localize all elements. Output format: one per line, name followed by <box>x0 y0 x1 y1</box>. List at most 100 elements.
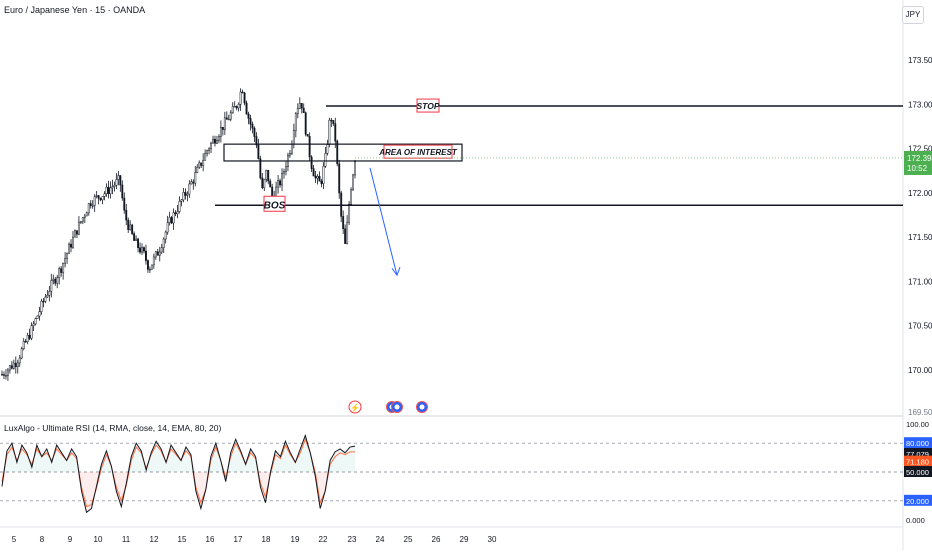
candle-body <box>145 250 147 261</box>
candle-body <box>174 212 177 215</box>
time-tick-label: 26 <box>432 535 441 544</box>
candle-body <box>48 291 51 296</box>
projection-arrow[interactable] <box>369 167 398 276</box>
candle-body <box>279 180 282 186</box>
time-tick-label: 5 <box>12 535 17 544</box>
candle-body <box>32 323 35 326</box>
candle-body <box>152 256 155 266</box>
candle-body <box>50 280 53 292</box>
candle-body <box>198 162 201 168</box>
time-tick-label: 12 <box>150 535 159 544</box>
candle-body <box>24 341 27 343</box>
candle-body <box>20 348 23 359</box>
candle-body <box>216 139 218 144</box>
rsi-value-badge-text: 20.000 <box>906 497 929 506</box>
candle-body <box>160 247 163 253</box>
candle-body <box>36 315 39 319</box>
candle-body <box>107 186 110 194</box>
candle-body <box>184 192 187 196</box>
candle-body <box>85 212 88 217</box>
candle-body <box>204 152 207 161</box>
rsi-value-badge-text: 77.079 <box>906 450 929 459</box>
candle-body <box>271 186 274 197</box>
last-price-countdown: 10:52 <box>907 164 928 173</box>
candle-body <box>306 133 309 137</box>
candle-body <box>158 251 161 256</box>
candle-body <box>81 217 84 222</box>
candle-body <box>312 168 315 177</box>
candle-body <box>64 258 67 264</box>
candle-body <box>344 228 347 244</box>
candle-body <box>172 212 175 224</box>
symbol-title: Euro / Japanese Yen · 15 · OANDA <box>4 5 146 15</box>
candle-body <box>77 221 80 235</box>
candle-body <box>42 300 45 303</box>
time-tick-label: 17 <box>234 535 243 544</box>
price-tick-label: 171.000 <box>908 277 932 286</box>
candle-body <box>93 196 96 206</box>
candle-body <box>326 144 329 154</box>
area-label: AREA OF INTEREST <box>378 148 458 157</box>
candle-body <box>302 107 305 113</box>
candle-body <box>66 253 69 259</box>
time-tick-label: 23 <box>348 535 357 544</box>
candle-body <box>316 176 319 179</box>
candle-body <box>178 201 181 212</box>
time-tick-label: 29 <box>460 535 469 544</box>
candle-body <box>249 118 252 125</box>
rsi-tick-label: 0.000 <box>906 516 925 525</box>
candle-body <box>18 357 21 364</box>
candle-body <box>314 175 317 179</box>
indicator-title: LuxAlgo - Ultimate RSI (14, RMA, close, … <box>4 423 222 433</box>
rsi-value-badge <box>904 466 932 477</box>
rsi-value-badge <box>904 448 932 460</box>
candle-body <box>243 92 246 104</box>
candle-body <box>298 103 301 109</box>
time-tick-label: 24 <box>376 535 385 544</box>
candle-body <box>6 369 9 376</box>
candle-body <box>38 311 41 317</box>
last-price-value: 172.394 <box>907 154 932 163</box>
candle-body <box>83 215 86 218</box>
candle-body <box>117 175 120 180</box>
candle-body <box>89 203 92 206</box>
candle-body <box>123 197 126 211</box>
candle-body <box>192 181 195 184</box>
rsi-value-badge-text: 80.000 <box>906 439 929 448</box>
candle-body <box>162 238 165 248</box>
price-tick-label: 170.500 <box>908 322 932 331</box>
price-tick-label: 171.500 <box>908 233 932 242</box>
candle-body <box>352 174 354 191</box>
candle-body <box>46 295 49 298</box>
lightning-icon[interactable] <box>348 400 362 414</box>
candle-body <box>261 177 264 189</box>
price-tick-label: 170.000 <box>908 366 932 375</box>
candle-body <box>188 183 191 195</box>
candle-body <box>304 112 307 135</box>
candle-body <box>235 106 238 109</box>
candle-body <box>212 138 214 144</box>
bos-label-box <box>263 195 286 212</box>
candle-body <box>202 159 205 166</box>
candle-body <box>1 374 3 376</box>
price-tick-label: 173.000 <box>908 100 932 109</box>
candle-body <box>127 219 130 230</box>
candle-body <box>168 217 171 223</box>
area-of-interest-box[interactable] <box>223 143 463 162</box>
candle-body <box>290 143 293 154</box>
candle-body <box>348 203 351 223</box>
candle-body <box>146 260 149 270</box>
candle-body <box>182 192 185 201</box>
price-tick-label: 172.500 <box>908 145 932 154</box>
candle-body <box>255 136 258 146</box>
candle-body <box>308 136 311 158</box>
rsi-value-badge-text: 71.180 <box>906 458 929 467</box>
candle-body <box>210 142 212 150</box>
candle-body <box>251 123 254 129</box>
candle-body <box>214 138 216 144</box>
currency-button[interactable]: JPY <box>902 6 924 24</box>
candle-body <box>332 120 335 124</box>
candle-body <box>103 193 106 197</box>
